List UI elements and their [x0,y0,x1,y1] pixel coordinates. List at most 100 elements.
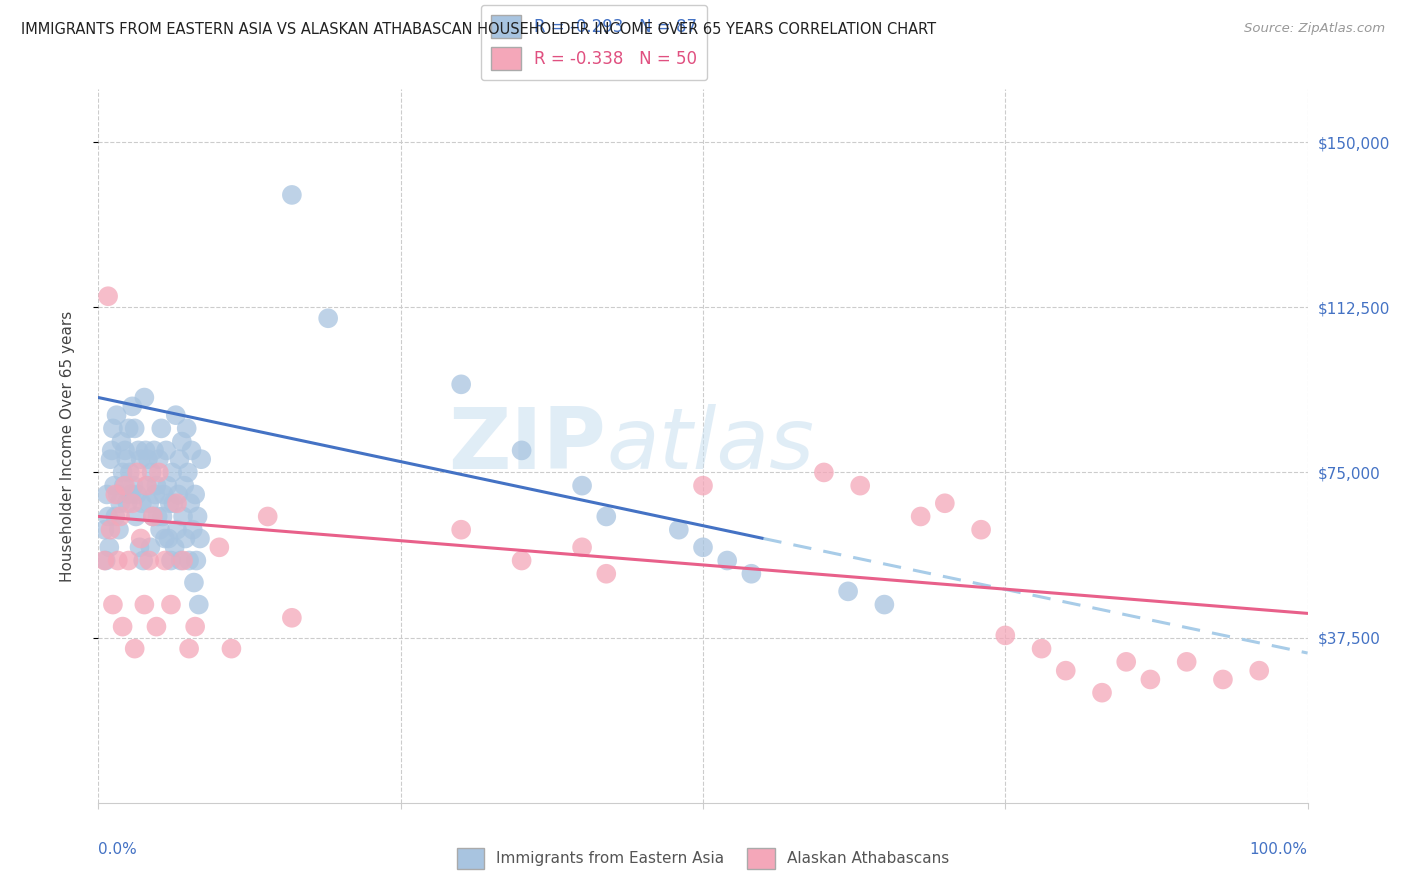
Point [1054,664,1077,678]
Point [145,478,167,492]
Point [118,466,141,480]
Point [173,478,195,492]
Point [148,466,170,480]
Point [134,391,156,405]
Point [121,400,143,414]
Point [160,553,183,567]
Point [153,553,176,567]
Point [166,496,188,510]
Point [179,553,201,567]
Point [122,478,145,492]
Point [174,532,197,546]
Point [281,188,304,202]
Point [169,553,191,567]
Point [156,478,179,492]
Point [190,452,212,467]
Point [100,443,122,458]
Point [120,487,142,501]
Point [101,598,124,612]
Point [146,509,169,524]
Point [129,532,152,546]
Point [571,541,593,555]
Point [740,566,762,581]
Point [125,509,148,524]
Point [221,641,243,656]
Point [131,496,153,510]
Point [172,509,194,524]
Text: atlas: atlas [606,404,814,488]
Point [970,523,993,537]
Point [179,496,201,510]
Point [159,496,181,510]
Point [149,523,172,537]
Point [152,487,174,501]
Text: 100.0%: 100.0% [1250,842,1308,857]
Point [165,408,187,422]
Point [1115,655,1137,669]
Point [1139,673,1161,687]
Point [181,523,204,537]
Point [97,509,120,524]
Point [148,452,170,467]
Point [510,553,533,567]
Legend: Immigrants from Eastern Asia, Alaskan Athabascans: Immigrants from Eastern Asia, Alaskan At… [450,841,956,875]
Point [716,553,738,567]
Point [166,523,188,537]
Point [1175,655,1198,669]
Point [132,553,155,567]
Point [176,421,198,435]
Point [104,509,127,524]
Point [108,509,131,524]
Point [108,496,131,510]
Point [107,553,129,567]
Point [172,553,194,567]
Point [118,421,141,435]
Point [162,496,184,510]
Point [184,619,207,633]
Legend: R = -0.293   N = 87, R = -0.338   N = 50: R = -0.293 N = 87, R = -0.338 N = 50 [481,4,707,80]
Point [153,532,176,546]
Point [135,443,157,458]
Point [1091,686,1114,700]
Point [510,443,533,458]
Point [138,496,160,510]
Point [163,541,186,555]
Point [160,466,183,480]
Point [138,553,160,567]
Point [143,487,166,501]
Point [114,443,136,458]
Point [97,289,120,303]
Point [114,478,136,492]
Point [1031,641,1053,656]
Point [179,641,201,656]
Point [692,478,714,492]
Point [256,509,278,524]
Point [124,421,146,435]
Point [668,523,690,537]
Point [139,541,162,555]
Point [208,541,231,555]
Point [187,509,209,524]
Point [934,496,956,510]
Point [93,553,115,567]
Point [316,311,339,326]
Point [186,553,208,567]
Point [692,541,714,555]
Point [1249,664,1271,678]
Point [183,575,205,590]
Point [127,487,149,501]
Point [128,541,150,555]
Point [849,478,872,492]
Point [108,523,131,537]
Point [1212,673,1234,687]
Point [101,421,124,435]
Y-axis label: Householder Income Over 65 years: Householder Income Over 65 years [60,310,75,582]
Point [160,598,183,612]
Point [142,509,165,524]
Point [595,509,617,524]
Point [105,408,128,422]
Point [450,523,472,537]
Point [103,478,125,492]
Point [184,487,207,501]
Point [813,466,835,480]
